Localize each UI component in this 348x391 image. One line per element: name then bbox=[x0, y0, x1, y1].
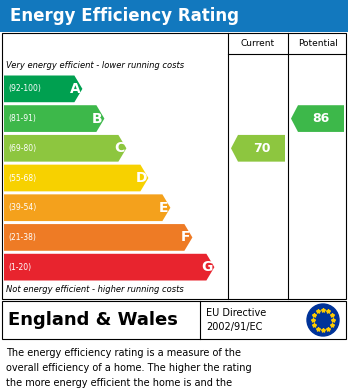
Text: G: G bbox=[202, 260, 213, 274]
Polygon shape bbox=[4, 224, 192, 251]
Bar bbox=[2, 301, 346, 339]
Polygon shape bbox=[4, 194, 171, 221]
Text: A: A bbox=[70, 82, 81, 96]
Text: C: C bbox=[114, 141, 125, 155]
Text: D: D bbox=[136, 171, 147, 185]
Text: (55-68): (55-68) bbox=[8, 174, 36, 183]
Circle shape bbox=[307, 304, 339, 336]
Text: (69-80): (69-80) bbox=[8, 144, 36, 153]
Text: (21-38): (21-38) bbox=[8, 233, 36, 242]
Text: England & Wales: England & Wales bbox=[8, 311, 178, 329]
Text: Energy Efficiency Rating: Energy Efficiency Rating bbox=[10, 7, 239, 25]
Text: Potential: Potential bbox=[298, 38, 338, 47]
Text: (39-54): (39-54) bbox=[8, 203, 36, 212]
Text: E: E bbox=[159, 201, 168, 215]
Text: F: F bbox=[181, 230, 190, 244]
Text: Very energy efficient - lower running costs: Very energy efficient - lower running co… bbox=[6, 61, 184, 70]
Text: (81-91): (81-91) bbox=[8, 114, 36, 123]
Text: The energy efficiency rating is a measure of the
overall efficiency of a home. T: The energy efficiency rating is a measur… bbox=[6, 348, 252, 391]
Polygon shape bbox=[231, 135, 285, 161]
Text: (92-100): (92-100) bbox=[8, 84, 41, 93]
Polygon shape bbox=[291, 105, 344, 132]
Text: Not energy efficient - higher running costs: Not energy efficient - higher running co… bbox=[6, 285, 184, 294]
Text: (1-20): (1-20) bbox=[8, 263, 31, 272]
Text: B: B bbox=[92, 111, 103, 126]
Text: Current: Current bbox=[241, 38, 275, 47]
Polygon shape bbox=[4, 254, 214, 280]
Text: 86: 86 bbox=[313, 112, 330, 125]
Bar bbox=[0, 0, 348, 32]
Text: 70: 70 bbox=[253, 142, 270, 155]
Bar bbox=[2, 33, 346, 299]
Polygon shape bbox=[4, 165, 148, 191]
Polygon shape bbox=[4, 75, 82, 102]
Polygon shape bbox=[4, 135, 126, 161]
Polygon shape bbox=[4, 105, 104, 132]
Text: EU Directive
2002/91/EC: EU Directive 2002/91/EC bbox=[206, 308, 266, 332]
